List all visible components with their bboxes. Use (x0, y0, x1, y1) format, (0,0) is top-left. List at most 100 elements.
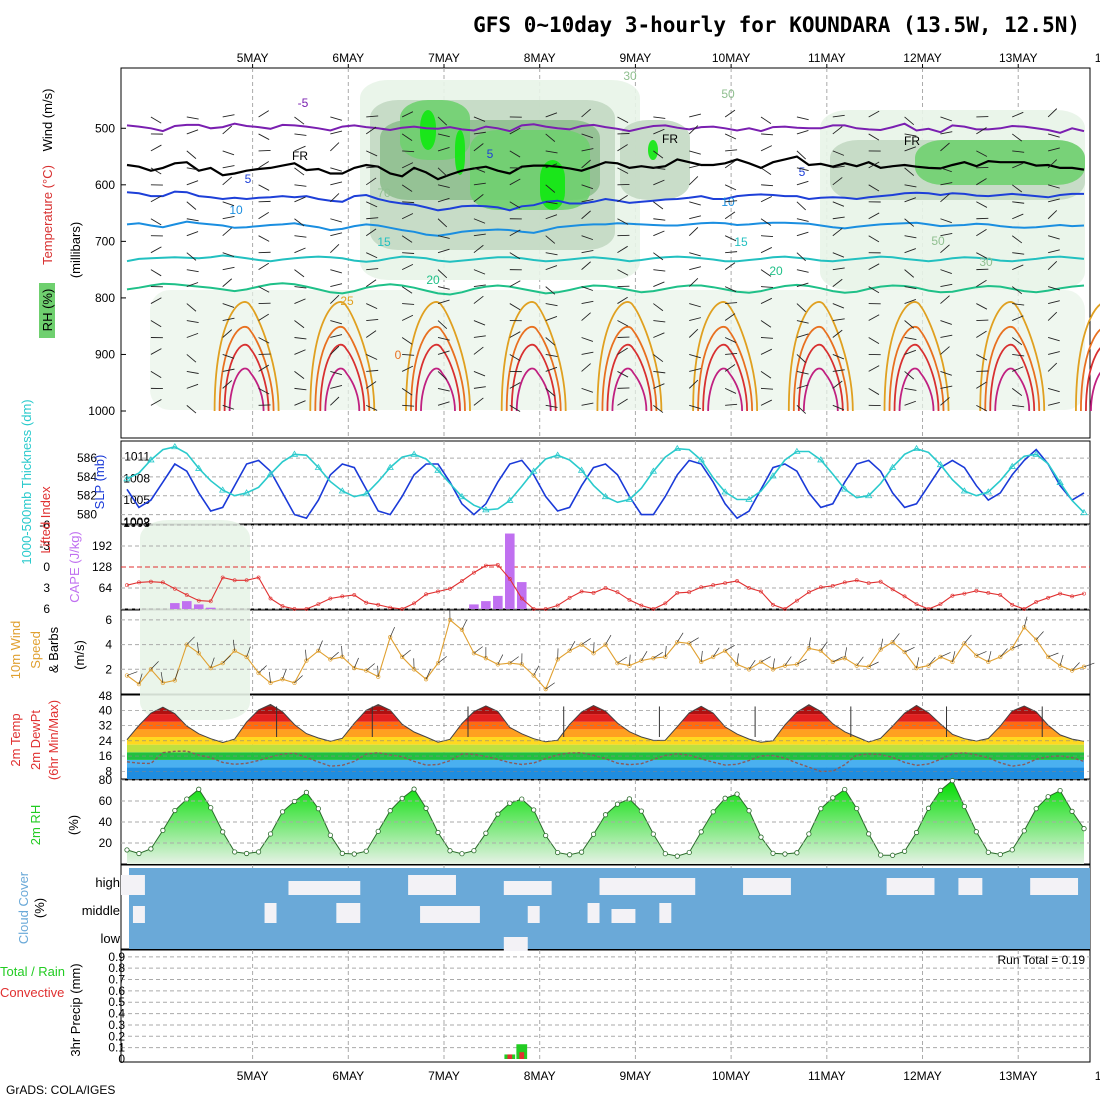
rh-marker (734, 791, 740, 797)
wind-barb (1012, 213, 1024, 220)
wind10-barb (353, 657, 359, 669)
wind-barb (401, 133, 413, 142)
lifted-marker (137, 580, 141, 585)
wind-barb (976, 354, 988, 361)
contour-label: 50 (721, 87, 735, 101)
wind-barb (688, 379, 699, 389)
rh-marker (854, 805, 860, 812)
y-tick-label-temp: 16 (99, 749, 113, 763)
wind-barb (904, 387, 917, 391)
wind-barb (976, 201, 988, 208)
wind-barb (904, 184, 917, 188)
wind10-marker (435, 660, 441, 666)
wind-barb (401, 286, 413, 294)
wind-barb (832, 216, 845, 220)
wind-barb (294, 337, 307, 340)
wind-barb (366, 150, 378, 157)
wind10-barb (222, 655, 231, 664)
wind-barb (796, 333, 809, 338)
isotherm-lowlevel-t40 (515, 367, 552, 412)
thickness-marker (745, 495, 753, 502)
rh-marker (160, 827, 166, 834)
wind-barb (868, 133, 880, 141)
wind-barb (222, 201, 235, 207)
wind10-barb (987, 651, 992, 662)
wind-barb (760, 116, 772, 125)
lifted-marker (280, 604, 285, 609)
wind-barb (150, 320, 162, 328)
wind-barb (294, 320, 305, 329)
isotherm-lowlevel-t30 (1080, 328, 1100, 412)
x-tick-label-bottom: 10MAY (712, 1069, 750, 1083)
wind-barb (473, 182, 486, 186)
wind-barb (186, 218, 199, 222)
wind-barb (581, 159, 591, 169)
rh-marker (890, 852, 896, 858)
contour-label: 30 (623, 69, 637, 83)
wind10-barb (964, 634, 972, 644)
lifted-marker (675, 591, 680, 595)
wind-barb (760, 133, 774, 136)
wind10-barb (736, 653, 739, 665)
y-tick-label-cape: 64 (99, 581, 113, 595)
wind10-marker (292, 680, 297, 686)
wind10-marker (208, 665, 213, 671)
wind-barb (294, 269, 305, 278)
wind-barb (976, 381, 987, 389)
wind-barb (976, 330, 987, 338)
wind-barb (545, 404, 558, 408)
y-label-millibars: (millibars) (68, 222, 83, 278)
cape-bar (516, 582, 527, 609)
y-tick-label-pressure: 900 (95, 347, 115, 361)
wind-barb (222, 125, 233, 135)
lifted-marker (328, 596, 333, 601)
rh-marker (196, 786, 202, 792)
lifted-marker (531, 607, 536, 611)
lifted-marker (208, 599, 213, 604)
wind-barb (760, 218, 772, 226)
thickness-marker (530, 467, 538, 474)
wind-barb (940, 182, 953, 186)
wind-barb (150, 116, 162, 124)
wind-barb (330, 385, 343, 389)
wind-barb (940, 142, 950, 152)
rh-shading-blob (620, 120, 690, 200)
wind10-barb (318, 640, 323, 651)
lifted-marker (352, 593, 357, 597)
wind-barb (258, 184, 270, 191)
wind-barb (1012, 354, 1025, 357)
rh-marker (578, 849, 585, 855)
isotherm-lowlevel-t30 (792, 325, 849, 412)
cloud-cover-block (958, 878, 983, 895)
wind-barb (186, 167, 199, 171)
wind-barb (545, 303, 558, 307)
wind10-marker (244, 654, 249, 660)
rh-marker (698, 829, 704, 835)
contour-label: FR (904, 134, 920, 148)
wind10-barb (605, 634, 612, 645)
wind-barb (617, 371, 629, 378)
wind-barb (760, 196, 773, 203)
y-tick-label-cape: 128 (92, 560, 112, 574)
wind-barb (1012, 111, 1024, 118)
wind10-barb (533, 665, 540, 676)
rh-marker (818, 806, 824, 812)
wind-barb (150, 218, 162, 226)
lifted-marker (735, 579, 739, 583)
rh-marker (973, 829, 979, 835)
y-tick-label-precip: 0.7 (108, 973, 125, 987)
wind-barb (186, 405, 197, 414)
wind-barb (222, 114, 235, 118)
wind-barb (1047, 210, 1058, 220)
wind10-barb (246, 646, 251, 658)
wind-barb (868, 161, 880, 169)
legend-precip-total: Total / Rain (0, 964, 65, 979)
wind-barb (832, 227, 843, 237)
rh-marker (782, 851, 788, 857)
wind-barb (796, 150, 806, 160)
wind-barb (653, 404, 664, 413)
wind-barb (653, 320, 666, 323)
legend-precip-convective: Convective (0, 985, 64, 1000)
y-tick-label-cape: 192 (92, 539, 112, 553)
y-label-rh2m-units: (%) (66, 815, 81, 835)
